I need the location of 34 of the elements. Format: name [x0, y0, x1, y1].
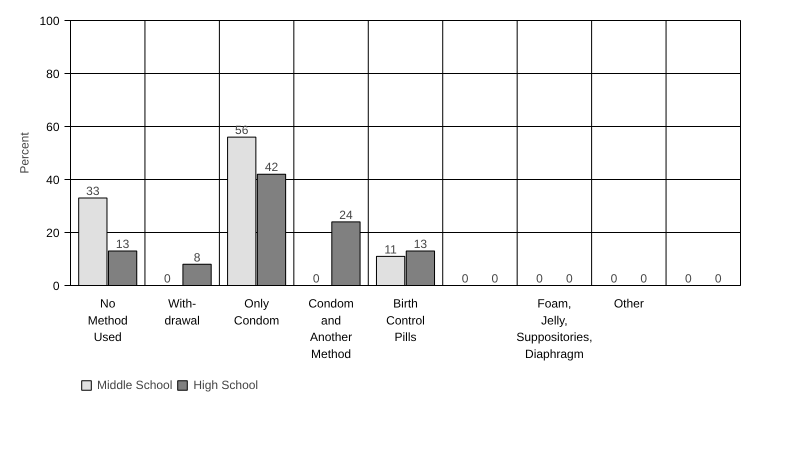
data-label: 0 — [714, 272, 722, 286]
data-label: 8 — [194, 250, 201, 264]
data-label: 42 — [264, 160, 278, 174]
x-tick-label: Condom and Another Method — [308, 296, 354, 361]
x-tick-label: Only Condom — [234, 296, 280, 328]
data-label: 33 — [86, 184, 100, 198]
data-label: 0 — [640, 272, 648, 286]
y-tick-label: 0 — [52, 279, 60, 293]
y-axis-title: Percent — [17, 132, 32, 174]
data-label: 0 — [610, 272, 618, 286]
x-tick-label: Foam, Jelly, Suppositories, Diaphragm — [516, 296, 592, 361]
data-label: 0 — [536, 272, 544, 286]
data-label: 0 — [164, 272, 171, 286]
data-label: 0 — [312, 272, 320, 286]
data-label: 11 — [384, 242, 398, 256]
legend-label: High School — [193, 378, 258, 392]
data-label: 0 — [685, 272, 692, 286]
y-tick-label: 40 — [46, 173, 60, 187]
y-tick-label: 100 — [39, 14, 60, 28]
y-tick-label: 80 — [46, 67, 60, 81]
data-label: 24 — [339, 208, 353, 222]
x-tick-label: No Method Used — [88, 296, 128, 344]
x-tick-label: Other — [614, 296, 644, 310]
y-tick-label: 20 — [46, 226, 60, 240]
data-label: 56 — [235, 123, 249, 138]
data-label: 0 — [566, 272, 573, 286]
data-label: 0 — [462, 272, 469, 286]
x-tick-label: Birth Control Pills — [386, 296, 425, 344]
x-tick-label: With- drawal — [164, 296, 200, 328]
y-tick-label: 60 — [46, 120, 60, 134]
data-label: 0 — [491, 272, 498, 286]
data-label: 13 — [414, 237, 428, 252]
data-label: 13 — [116, 237, 130, 252]
legend-label: Middle School — [97, 378, 172, 392]
